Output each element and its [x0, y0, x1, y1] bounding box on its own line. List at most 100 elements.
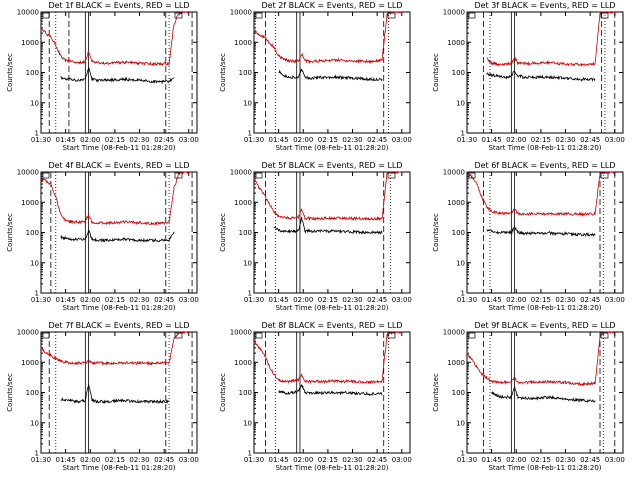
x-tick-label: 03:00 — [179, 296, 199, 304]
state-marker-box — [600, 172, 609, 179]
y-tick-label: 1 — [248, 130, 252, 138]
plot-frame — [253, 11, 411, 134]
y-tick-label: 10000 — [230, 9, 252, 17]
chart-title: Det 5f BLACK = Events, RED = LLD — [261, 161, 402, 170]
chart-title: Det 2f BLACK = Events, RED = LLD — [261, 1, 402, 10]
x-tick-label: 02:00 — [80, 136, 100, 144]
x-tick-label: 02:45 — [154, 456, 174, 464]
x-tick-label: 01:30 — [457, 296, 477, 304]
x-tick-label: 03:00 — [392, 456, 412, 464]
y-tick-label: 1000 — [234, 359, 252, 367]
plot-frame — [466, 331, 624, 454]
x-tick-label: 02:45 — [154, 296, 174, 304]
x-axis-label: Start Time (08-Feb-11 01:28:20) — [488, 464, 601, 472]
state-marker-box — [174, 332, 183, 339]
x-tick-label: 02:15 — [105, 456, 125, 464]
x-tick-label: 01:30 — [244, 296, 264, 304]
y-tick-label: 10 — [456, 259, 465, 267]
y-tick-label: 1000 — [234, 199, 252, 207]
x-tick-label: 02:15 — [105, 136, 125, 144]
x-tick-label: 03:00 — [392, 136, 412, 144]
x-tick-label: 01:30 — [457, 456, 477, 464]
y-tick-label: 10 — [243, 419, 252, 427]
series-line-lld — [253, 11, 402, 65]
y-tick-label: 10 — [243, 259, 252, 267]
state-marker-box — [468, 332, 476, 339]
y-tick-label: 1000 — [447, 359, 465, 367]
y-tick-label: 1000 — [21, 199, 39, 207]
y-tick-label: 1 — [248, 450, 252, 458]
x-axis-label: Start Time (08-Feb-11 01:28:20) — [62, 464, 175, 472]
chart-panel-4: Det 4f BLACK = Events, RED = LLD 1 10 100 10… — [0, 160, 213, 320]
x-tick-label: 01:30 — [31, 456, 51, 464]
y-axis-label: Counts/sec — [6, 53, 14, 92]
y-axis-label: Counts/sec — [432, 373, 440, 412]
x-tick-label: 01:30 — [31, 136, 51, 144]
x-tick-label: 02:45 — [367, 136, 387, 144]
y-tick-label: 1 — [461, 130, 465, 138]
state-marker-box — [600, 12, 609, 19]
x-axis-label: Start Time (08-Feb-11 01:28:20) — [275, 144, 388, 152]
x-tick-label: 02:15 — [318, 136, 338, 144]
series-line-lld — [40, 171, 189, 226]
y-tick-label: 10 — [30, 419, 39, 427]
chart-svg: Det 6f BLACK = Events, RED = LLD 1 10 100 10… — [432, 161, 625, 312]
state-marker-box — [387, 12, 396, 19]
chart-panel-8: Det 8f BLACK = Events, RED = LLD 1 10 100 10… — [213, 320, 426, 480]
x-tick-label: 03:00 — [605, 136, 625, 144]
chart-panel-7: Det 7f BLACK = Events, RED = LLD 1 10 100 10… — [0, 320, 213, 480]
x-tick-label: 02:45 — [154, 136, 174, 144]
chart-panel-1: Det 1f BLACK = Events, RED = LLD 1 10 100 10… — [0, 0, 213, 160]
y-axis-label: Counts/sec — [432, 53, 440, 92]
series-line-lld — [466, 330, 615, 387]
x-tick-label: 02:45 — [580, 456, 600, 464]
y-tick-label: 10000 — [230, 169, 252, 177]
chart-panel-2: Det 2f BLACK = Events, RED = LLD 1 10 100 10… — [213, 0, 426, 160]
x-tick-label: 02:45 — [367, 296, 387, 304]
chart-title: Det 7f BLACK = Events, RED = LLD — [48, 321, 189, 330]
x-tick-label: 02:00 — [293, 136, 313, 144]
x-tick-label: 01:30 — [244, 136, 264, 144]
x-tick-label: 03:00 — [605, 296, 625, 304]
x-tick-label: 01:30 — [244, 456, 264, 464]
y-tick-label: 100 — [239, 229, 252, 237]
state-marker-box — [255, 332, 263, 339]
x-tick-label: 02:45 — [367, 456, 387, 464]
series-line-events — [273, 216, 383, 235]
x-tick-label: 02:15 — [531, 136, 551, 144]
y-tick-label: 10 — [30, 259, 39, 267]
x-tick-label: 01:45 — [482, 136, 502, 144]
x-axis-label: Start Time (08-Feb-11 01:28:20) — [62, 304, 175, 312]
x-tick-label: 02:30 — [555, 136, 575, 144]
x-tick-label: 02:00 — [80, 296, 100, 304]
plot-frame — [466, 11, 624, 134]
y-tick-label: 1 — [35, 450, 39, 458]
chart-svg: Det 3f BLACK = Events, RED = LLD 1 10 100 10… — [432, 1, 625, 152]
y-tick-label: 1 — [461, 450, 465, 458]
x-tick-label: 03:00 — [179, 136, 199, 144]
state-marker-box — [468, 172, 476, 179]
x-tick-label: 03:00 — [179, 456, 199, 464]
y-tick-label: 100 — [26, 389, 39, 397]
y-axis-label: Counts/sec — [432, 213, 440, 252]
x-tick-label: 02:00 — [506, 136, 526, 144]
chart-svg: Det 2f BLACK = Events, RED = LLD 1 10 100 10… — [219, 1, 412, 152]
y-tick-label: 10000 — [17, 329, 39, 337]
series-line-events — [60, 67, 175, 85]
x-tick-label: 02:00 — [293, 456, 313, 464]
y-tick-label: 1000 — [234, 39, 252, 47]
y-tick-label: 100 — [26, 229, 39, 237]
chart-panel-6: Det 6f BLACK = Events, RED = LLD 1 10 100 10… — [426, 160, 639, 320]
x-tick-label: 03:00 — [605, 456, 625, 464]
y-axis-label: Counts/sec — [6, 373, 14, 412]
y-tick-label: 1000 — [21, 359, 39, 367]
y-tick-label: 10000 — [17, 169, 39, 177]
x-tick-label: 02:15 — [105, 296, 125, 304]
chart-panel-9: Det 9f BLACK = Events, RED = LLD 1 10 100 10… — [426, 320, 639, 480]
x-axis-label: Start Time (08-Feb-11 01:28:20) — [488, 304, 601, 312]
x-tick-label: 01:45 — [56, 456, 76, 464]
y-tick-label: 100 — [239, 69, 252, 77]
x-tick-label: 01:45 — [269, 456, 289, 464]
plot-frame — [40, 11, 198, 134]
y-tick-label: 1000 — [21, 39, 39, 47]
